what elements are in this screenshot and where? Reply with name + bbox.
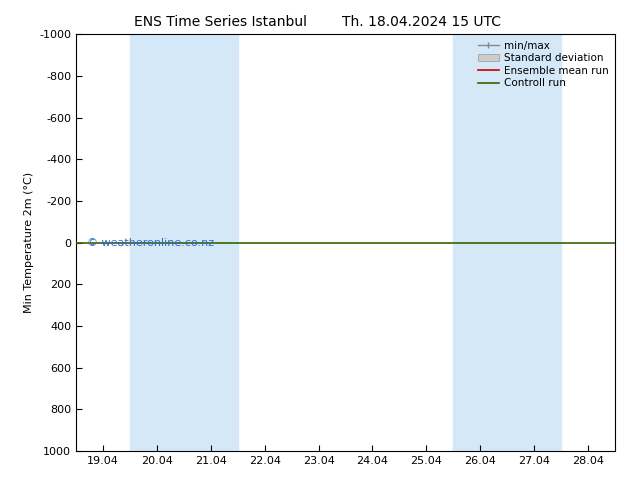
Bar — [453, 34, 561, 451]
Bar — [130, 34, 238, 451]
Legend: min/max, Standard deviation, Ensemble mean run, Controll run: min/max, Standard deviation, Ensemble me… — [475, 37, 612, 92]
Text: ENS Time Series Istanbul        Th. 18.04.2024 15 UTC: ENS Time Series Istanbul Th. 18.04.2024 … — [134, 15, 500, 29]
Y-axis label: Min Temperature 2m (°C): Min Temperature 2m (°C) — [23, 172, 34, 313]
Text: © weatheronline.co.nz: © weatheronline.co.nz — [87, 238, 214, 247]
